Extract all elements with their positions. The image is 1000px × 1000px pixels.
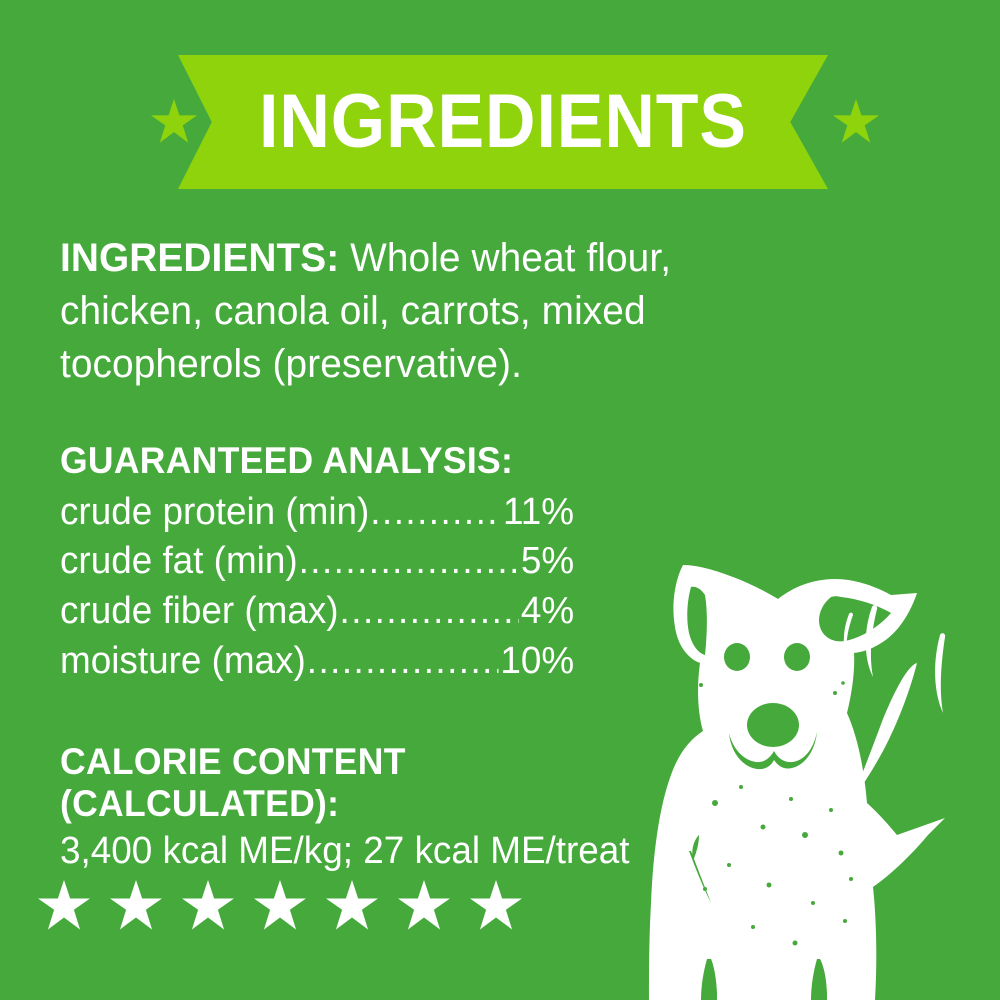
calorie-content-heading: CALORIE CONTENT (CALCULATED): — [60, 740, 406, 824]
analysis-row-leader: ........................................… — [306, 639, 499, 682]
banner-ribbon-shape — [178, 55, 828, 189]
analysis-row-leader: ........................................… — [339, 590, 519, 633]
analysis-row: crude fiber (max) ......................… — [60, 587, 574, 637]
analysis-row-name: crude fat (min) — [60, 540, 298, 583]
analysis-row: crude protein (min) ....................… — [60, 488, 574, 538]
banner-left-star-icon — [151, 99, 197, 143]
ingredients-label: INGREDIENTS: — [60, 236, 340, 280]
star-icon — [38, 880, 90, 930]
dog-silhouette-icon — [645, 535, 1000, 1000]
analysis-row: moisture (max) .........................… — [60, 637, 574, 687]
banner-right-star-icon — [833, 99, 879, 143]
star-icon — [398, 880, 450, 930]
analysis-row-name: crude protein (min) — [60, 490, 370, 533]
analysis-row-name: moisture (max) — [60, 639, 306, 682]
star-icon — [182, 880, 234, 930]
analysis-row-leader: ........................................… — [298, 540, 519, 583]
star-icon — [254, 880, 306, 930]
calorie-content-block: CALORIE CONTENT (CALCULATED): 3,400 kcal… — [60, 741, 700, 876]
analysis-row-name: crude fiber (max) — [60, 590, 339, 633]
banner-title: INGREDIENTS — [259, 79, 747, 164]
ingredients-body: Whole wheat flour, chicken, canola oil, … — [60, 236, 672, 387]
banner: INGREDIENTS — [0, 55, 1000, 189]
guaranteed-analysis-heading: GUARANTEED ANALYSIS: — [60, 439, 514, 481]
calorie-content-value: 3,400 kcal ME/kg; 27 kcal ME/treat — [60, 829, 630, 872]
star-icon — [470, 880, 522, 930]
analysis-row-value: 5% — [520, 540, 575, 583]
ingredients-paragraph: INGREDIENTS: Whole wheat flour, chicken,… — [60, 232, 681, 392]
star-icon — [110, 880, 162, 930]
analysis-row: crude fat (min) ........................… — [60, 537, 574, 587]
analysis-row-leader: ........................................… — [370, 490, 501, 533]
guaranteed-analysis-list: crude protein (min) ....................… — [60, 488, 590, 687]
star-rating-row — [38, 880, 522, 932]
analysis-row-value: 4% — [520, 590, 575, 633]
analysis-row-value: 11% — [503, 490, 575, 533]
guaranteed-analysis-block: GUARANTEED ANALYSIS: crude protein (min)… — [60, 440, 700, 687]
content-column: INGREDIENTS: Whole wheat flour, chicken,… — [60, 232, 700, 876]
analysis-row-value: 10% — [500, 639, 575, 682]
star-icon — [326, 880, 378, 930]
